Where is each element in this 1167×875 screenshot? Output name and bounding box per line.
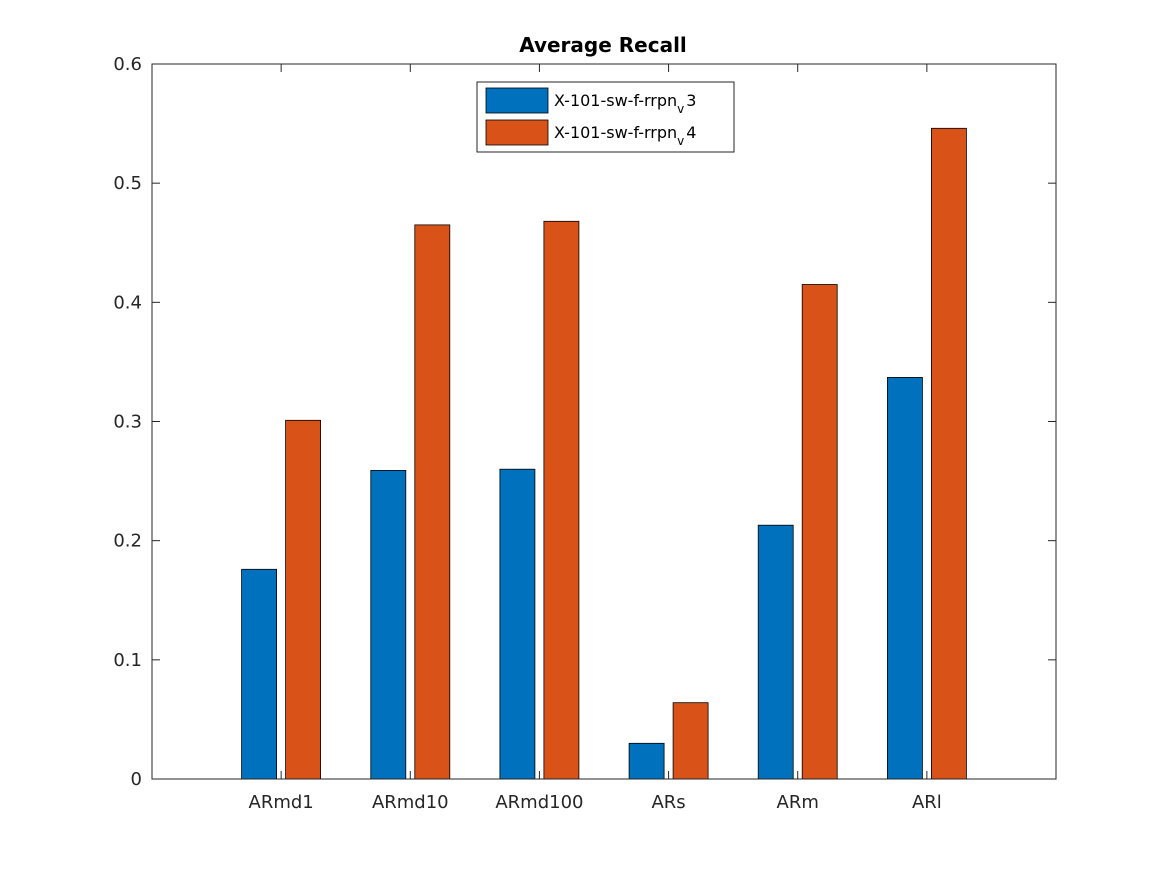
y-tick-label: 0.4 — [113, 292, 142, 313]
chart-title: Average Recall — [519, 33, 687, 57]
bar-series-2-arl — [931, 127, 967, 780]
legend-label-main: X-101-sw-f-rrpn — [554, 91, 677, 110]
legend-label-main: X-101-sw-f-rrpn — [554, 123, 677, 142]
y-tick-label: 0.6 — [113, 54, 142, 75]
legend-label-series-1: X-101-sw-f-rrpnv 3 — [554, 91, 696, 116]
ticks-group — [152, 63, 1056, 780]
legend: X-101-sw-f-rrpnv 3 X-101-sw-f-rrpnv 4 — [476, 81, 735, 153]
bar-series-1-armd10 — [370, 469, 407, 780]
x-tick-label-arl: ARl — [912, 792, 942, 813]
x-tick-label-armd1: ARmd1 — [249, 792, 314, 813]
legend-label-subscript: v — [677, 102, 684, 116]
bars-group — [241, 127, 967, 780]
bar-series-2-armd1 — [285, 419, 322, 780]
x-tick-label-ars: ARs — [651, 792, 685, 813]
bar-series-2-arm — [801, 284, 838, 780]
bar-series-2-armd100 — [543, 220, 580, 780]
bar-series-1-armd1 — [241, 568, 278, 780]
y-tick-label: 0.1 — [113, 650, 142, 671]
legend-swatch-series-2 — [485, 119, 549, 146]
legend-label-tail: 3 — [686, 91, 696, 110]
legend-label-subscript: v — [677, 134, 684, 148]
y-tick-label: 0.2 — [113, 531, 142, 552]
legend-label-tail: 4 — [686, 123, 696, 142]
bar-series-2-ars — [672, 702, 709, 780]
x-tick-label-armd10: ARmd10 — [372, 792, 449, 813]
x-tick-label-armd100: ARmd100 — [495, 792, 583, 813]
legend-label-series-2: X-101-sw-f-rrpnv 4 — [554, 123, 696, 148]
y-tick-label: 0.3 — [113, 412, 142, 433]
bar-series-2-armd10 — [414, 224, 451, 780]
bar-series-1-arl — [887, 376, 923, 780]
y-tick-label: 0.5 — [113, 173, 142, 194]
bar-series-1-ars — [628, 742, 665, 780]
bar-series-1-armd100 — [499, 468, 536, 780]
bar-series-1-arm — [757, 524, 794, 780]
y-tick-labels: 0 0.1 0.2 0.3 0.4 0.5 0.6 — [113, 54, 142, 790]
legend-swatch-series-1 — [485, 87, 549, 114]
x-tick-labels: ARmd1 ARmd10 ARmd100 ARs ARm ARl — [249, 792, 942, 813]
x-tick-label-arm: ARm — [777, 792, 819, 813]
y-tick-label: 0 — [131, 769, 142, 790]
